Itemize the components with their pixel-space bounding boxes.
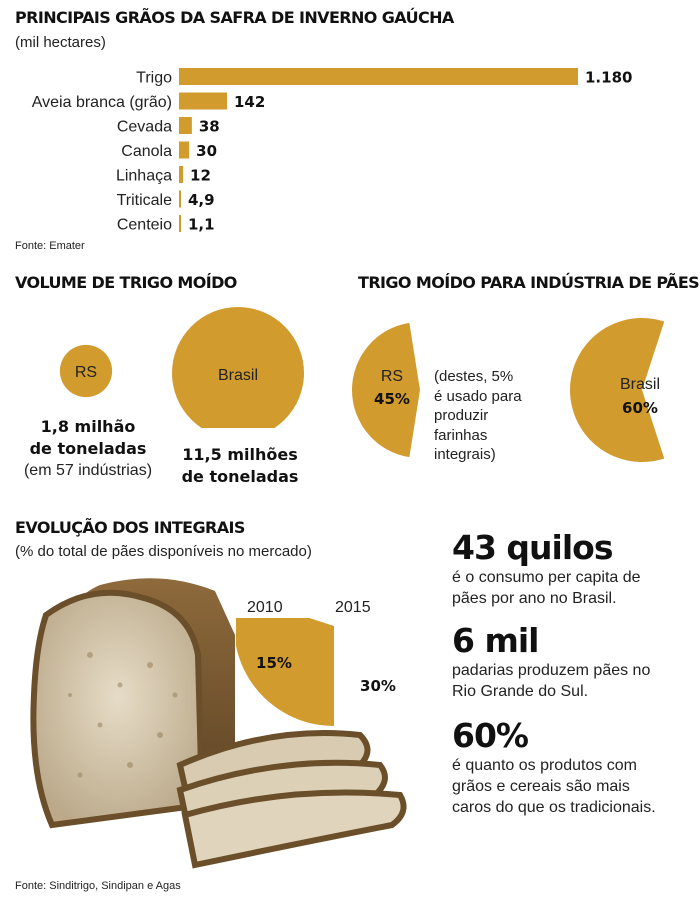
bar-category-label: Triticale bbox=[117, 192, 173, 209]
fact-3-line-1: é quanto os produtos com bbox=[452, 757, 638, 774]
bubble-chart-title: VOLUME DE TRIGO MOÍDO bbox=[15, 273, 237, 292]
integrais-title: EVOLUÇÃO DOS INTEGRAIS bbox=[15, 518, 245, 537]
footer-source: Fonte: Sinditrigo, Sindipan e Agas bbox=[15, 880, 181, 892]
bubble-brasil-caption: 11,5 milhões de toneladas bbox=[158, 444, 322, 488]
pie-rs-note-line-3: produzir bbox=[434, 407, 489, 424]
bubble-brasil-value-line-1: 11,5 milhões bbox=[182, 445, 298, 464]
integrais-subtitle: (% do total de pães disponíveis no merca… bbox=[15, 543, 312, 560]
bubble-rs-value-line-1: 1,8 milhão bbox=[40, 417, 136, 436]
fact-1-line-1: é o consumo per capita de bbox=[452, 569, 641, 586]
bar-value-label: 4,9 bbox=[188, 191, 215, 209]
bar bbox=[179, 141, 190, 159]
pie-rs-note-line-1: (destes, 5% bbox=[434, 368, 514, 385]
pie-rs-slice bbox=[351, 322, 420, 458]
fact-2-big: 6 mil bbox=[452, 621, 539, 660]
bar bbox=[179, 166, 184, 183]
bubble-rs-caption: 1,8 milhão de toneladas (em 57 indústria… bbox=[0, 416, 176, 482]
pie-rs-note-line-5: integrais) bbox=[434, 446, 496, 463]
fact-2-line-2: Rio Grande do Sul. bbox=[452, 683, 589, 700]
bar-value-label: 1.180 bbox=[585, 69, 632, 87]
bar-chart: Trigo 1.180 Aveia branca (grão) 142 Cevada 38… bbox=[32, 68, 632, 234]
bar-category-label: Linhaça bbox=[116, 168, 172, 185]
pie-rs-note: (destes, 5% é usado para produzir farinh… bbox=[434, 367, 522, 465]
bar-chart-subtitle: (mil hectares) bbox=[15, 34, 106, 51]
pie-rs-label: RS bbox=[381, 368, 403, 385]
pie-2015-value: 30% bbox=[360, 677, 396, 695]
bar-category-label: Trigo bbox=[136, 70, 172, 87]
pie-2010-label: 2010 bbox=[247, 599, 283, 616]
bar-category-label: Canola bbox=[121, 143, 172, 160]
pie-2010-value: 15% bbox=[256, 654, 292, 672]
bubble-brasil-value-line-2: de toneladas bbox=[181, 467, 299, 486]
bar-category-label: Aveia branca (grão) bbox=[32, 94, 172, 111]
fact-3-big: 60% bbox=[452, 716, 529, 755]
bar bbox=[179, 215, 181, 232]
bar bbox=[179, 68, 578, 85]
fact-3-line-2: grãos e cereais são mais bbox=[452, 778, 630, 795]
pie-brasil-slice bbox=[570, 318, 665, 462]
pie-industry-title: TRIGO MOÍDO PARA INDÚSTRIA DE PÃES bbox=[358, 273, 700, 292]
fact-1-big: 43 quilos bbox=[452, 528, 613, 567]
bar bbox=[179, 92, 228, 110]
pie-2015-slice bbox=[236, 618, 334, 726]
integrais-pie-chart: 15% 30% bbox=[236, 618, 396, 726]
bar-category-label: Centeio bbox=[117, 217, 172, 234]
bar-value-label: 38 bbox=[199, 118, 220, 136]
pie-brasil-label: Brasil bbox=[620, 376, 660, 393]
bubble-rs bbox=[59, 344, 113, 398]
bubble-brasil-label: Brasil bbox=[218, 367, 258, 384]
bubble-chart: RS Brasil bbox=[59, 307, 304, 428]
facts-column: 43 quilos é o consumo per capita de pães… bbox=[452, 528, 697, 818]
bubble-rs-label: RS bbox=[75, 364, 97, 381]
pie-brasil-value: 60% bbox=[622, 399, 658, 417]
bar-value-label: 1,1 bbox=[188, 216, 215, 234]
bar bbox=[179, 117, 192, 134]
bubble-brasil bbox=[172, 307, 304, 428]
pie-rs-note-line-2: é usado para bbox=[434, 387, 522, 405]
bar-chart-title: PRINCIPAIS GRÃOS DA SAFRA DE INVERNO GAÚ… bbox=[15, 8, 454, 27]
bar-chart-source: Fonte: Emater bbox=[15, 240, 85, 252]
bar-value-label: 30 bbox=[196, 142, 217, 160]
bar-value-label: 12 bbox=[190, 167, 211, 185]
fact-1-line-2: pães por ano no Brasil. bbox=[452, 590, 617, 607]
pie-rs-value: 45% bbox=[374, 390, 410, 408]
bar-value-label: 142 bbox=[234, 93, 265, 111]
fact-3-line-3: caros do que os tradicionais. bbox=[452, 799, 656, 816]
fact-2-line-1: padarias produzem pães no bbox=[452, 662, 651, 679]
bubble-rs-value-line-2: de toneladas bbox=[29, 439, 147, 458]
pie-rs-note-line-4: farinhas bbox=[434, 426, 488, 444]
bar bbox=[179, 190, 181, 208]
bar-category-label: Cevada bbox=[117, 119, 172, 136]
bread-photo bbox=[30, 578, 407, 869]
pie-2015-label: 2015 bbox=[335, 599, 371, 616]
bubble-rs-note: (em 57 indústrias) bbox=[23, 462, 153, 479]
pie-industry-chart: RS 45% Brasil 60% bbox=[351, 318, 665, 462]
